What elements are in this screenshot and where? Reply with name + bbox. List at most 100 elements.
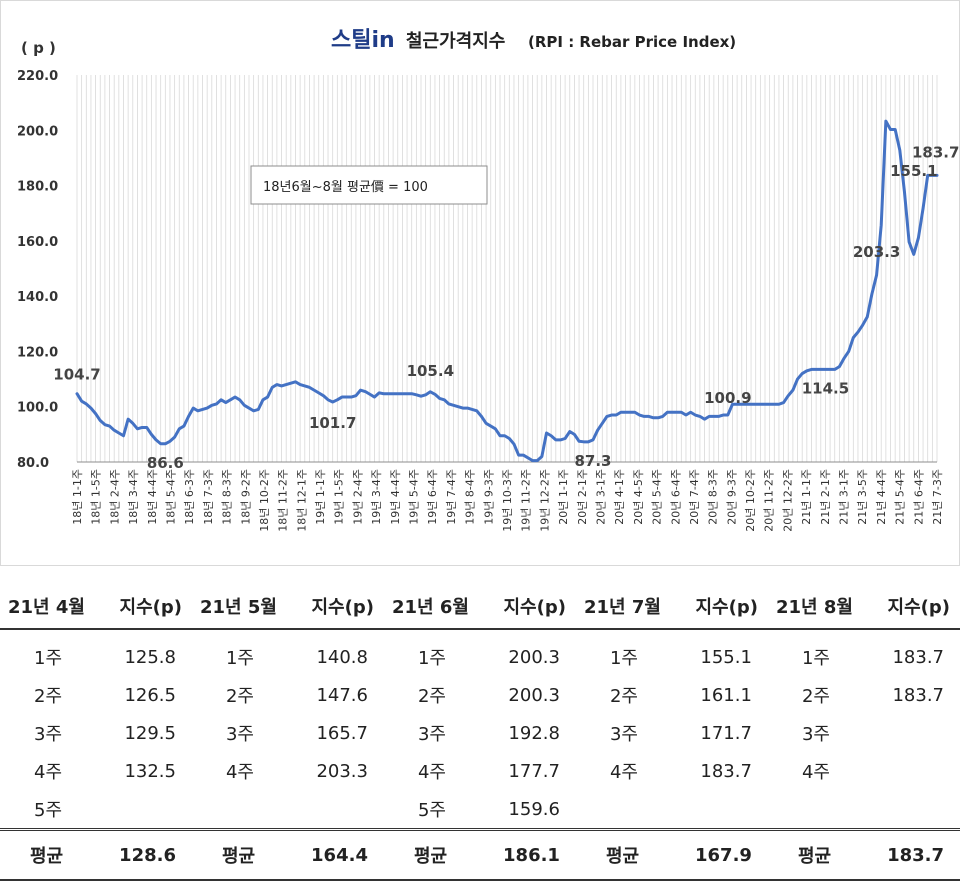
monthly-index-table: 21년 4월 지수(p) 21년 5월 지수(p) 21년 6월 지수(p) 2… <box>0 584 960 881</box>
chart-title: 철근가격지수 <box>406 31 505 52</box>
y-tick-label: 100.0 <box>17 401 58 416</box>
annotation-box <box>250 165 488 205</box>
week-cell: 5주 <box>34 800 63 821</box>
index-cell: 132.5 <box>124 760 176 782</box>
x-tick-label: 19년 10-3주 <box>501 469 514 532</box>
x-tick-label: 20년 9-3주 <box>725 469 738 525</box>
annotation-text: 18년6월~8월 평균價 = 100 <box>263 180 428 195</box>
x-tick-label: 21년 4-4주 <box>875 469 888 525</box>
index-cell: 126.5 <box>124 684 176 706</box>
y-tick-label: 200.0 <box>17 124 58 139</box>
week-cell: 3주 <box>225 724 254 745</box>
index-cell: 171.7 <box>700 722 752 744</box>
x-tick-label: 21년 3-5주 <box>856 469 869 525</box>
y-tick-label: 160.0 <box>17 235 58 250</box>
x-tick-label: 18년 2-4주 <box>108 469 121 525</box>
x-tick-label: 19년 6-4주 <box>426 469 439 525</box>
week-cell: 4주 <box>609 762 638 783</box>
table-header-row: 21년 4월 지수(p) 21년 5월 지수(p) 21년 6월 지수(p) 2… <box>0 584 960 630</box>
week-cell <box>768 790 871 830</box>
x-tick-label: 18년 5-4주 <box>164 469 177 525</box>
index-cell: 161.1 <box>700 684 752 706</box>
x-tick-label: 21년 3-1주 <box>838 469 851 525</box>
average-row: 평균 128.6 평균 164.4 평균 186.1 평균 167.9 평균 183.7 <box>0 828 960 881</box>
week-cell: 2주 <box>34 686 63 707</box>
week-cell: 2주 <box>609 686 638 707</box>
table-row: 3주 129.5 3주 165.7 3주 192.8 3주 171.7 3주 <box>0 714 960 752</box>
y-tick-label: 220.0 <box>17 69 58 84</box>
header-index-jul: 지수(p) <box>679 584 768 630</box>
index-cell: 192.8 <box>508 722 560 744</box>
index-cell: 129.5 <box>124 722 176 744</box>
x-tick-label: 19년 1-1주 <box>314 469 327 525</box>
y-tick-label: 80.0 <box>17 456 49 471</box>
week-cell: 5주 <box>417 800 446 821</box>
y-axis-unit-label: ( p ) <box>21 39 56 57</box>
x-tick-label: 18년 10-2주 <box>258 469 271 532</box>
week-cell: 2주 <box>417 686 446 707</box>
week-cell: 4주 <box>225 762 254 783</box>
week-cell: 1주 <box>225 648 254 669</box>
x-tick-label: 20년 5-4주 <box>651 469 664 525</box>
week-cell: 3주 <box>417 724 446 745</box>
index-cell: 183.7 <box>892 646 944 668</box>
table-row: 1주 125.8 1주 140.8 1주 200.3 1주 155.1 1주 183.7 <box>0 638 960 676</box>
chart-logo: 스틸in <box>331 28 395 53</box>
week-cell: 3주 <box>609 724 638 745</box>
x-tick-label: 18년 1-5주 <box>90 469 103 525</box>
x-tick-label: 21년 1-1주 <box>800 469 813 525</box>
x-tick-label: 20년 2-1주 <box>576 469 589 525</box>
week-cell: 1주 <box>34 648 63 669</box>
x-tick-label: 20년 6-4주 <box>669 469 682 525</box>
y-tick-label: 120.0 <box>17 345 58 360</box>
index-cell: 183.7 <box>700 760 752 782</box>
x-tick-label: 18년 9-2주 <box>239 469 252 525</box>
x-tick-label: 21년 6-4주 <box>912 469 925 525</box>
index-cell: 200.3 <box>508 646 560 668</box>
data-label: 183.7 <box>912 143 959 161</box>
x-tick-label: 19년 8-4주 <box>464 469 477 525</box>
index-cell: 183.7 <box>871 828 960 881</box>
x-tick-label: 18년 3-4주 <box>127 469 140 525</box>
chart-canvas: 80.0 100.0 120.0 140.0 160.0 180.0 200.0 220.0 1… <box>17 28 959 532</box>
x-tick-label: 19년 9-3주 <box>482 469 495 525</box>
week-cell: 4주 <box>801 762 830 783</box>
week-cell: 3주 <box>34 724 63 745</box>
week-cell: 4주 <box>417 762 446 783</box>
header-month-apr: 21년 4월 <box>0 584 104 630</box>
table-row: 4주 132.5 4주 203.3 4주 177.7 4주 183.7 4주 <box>0 752 960 790</box>
week-cell: 3주 <box>801 724 830 745</box>
table-row: 5주 5주 159.6 <box>0 790 960 830</box>
x-tick-label: 21년 5-4주 <box>894 469 907 525</box>
header-month-jul: 21년 7월 <box>575 584 680 630</box>
x-tick-label: 20년 7-4주 <box>688 469 701 525</box>
x-tick-label: 18년 11-2주 <box>277 469 290 532</box>
index-cell <box>679 790 768 830</box>
data-label: 86.6 <box>147 454 184 472</box>
x-tick-label: 20년 4-5주 <box>632 469 645 525</box>
y-tick-label: 140.0 <box>17 290 58 305</box>
index-cell <box>871 714 960 752</box>
index-cell: 177.7 <box>508 760 560 782</box>
data-label: 87.3 <box>574 452 611 470</box>
header-month-aug: 21년 8월 <box>767 584 872 630</box>
index-cell: 159.6 <box>508 798 560 820</box>
data-label: 203.3 <box>853 243 900 261</box>
x-tick-label: 19년 1-5주 <box>333 469 346 525</box>
data-label: 104.7 <box>53 366 100 384</box>
data-label: 105.4 <box>407 362 454 380</box>
x-tick-label: 18년 7-3주 <box>202 469 215 525</box>
week-cell: 평균 <box>767 828 872 881</box>
index-cell: 186.1 <box>487 828 576 881</box>
table-row: 2주 126.5 2주 147.6 2주 200.3 2주 161.1 2주 183.7 <box>0 676 960 714</box>
week-cell: 평균 <box>383 828 488 881</box>
chart-subtitle: (RPI : Rebar Price Index) <box>528 33 736 51</box>
series-line <box>75 119 939 463</box>
x-tick-label: 21년 2-1주 <box>819 469 832 525</box>
index-cell: 164.4 <box>295 828 384 881</box>
week-cell <box>576 790 679 830</box>
x-tick-label: 19년 4-4주 <box>389 469 402 525</box>
header-index-apr: 지수(p) <box>103 584 192 630</box>
index-cell: 147.6 <box>316 684 368 706</box>
x-tick-label: 18년 6-3주 <box>183 469 196 525</box>
